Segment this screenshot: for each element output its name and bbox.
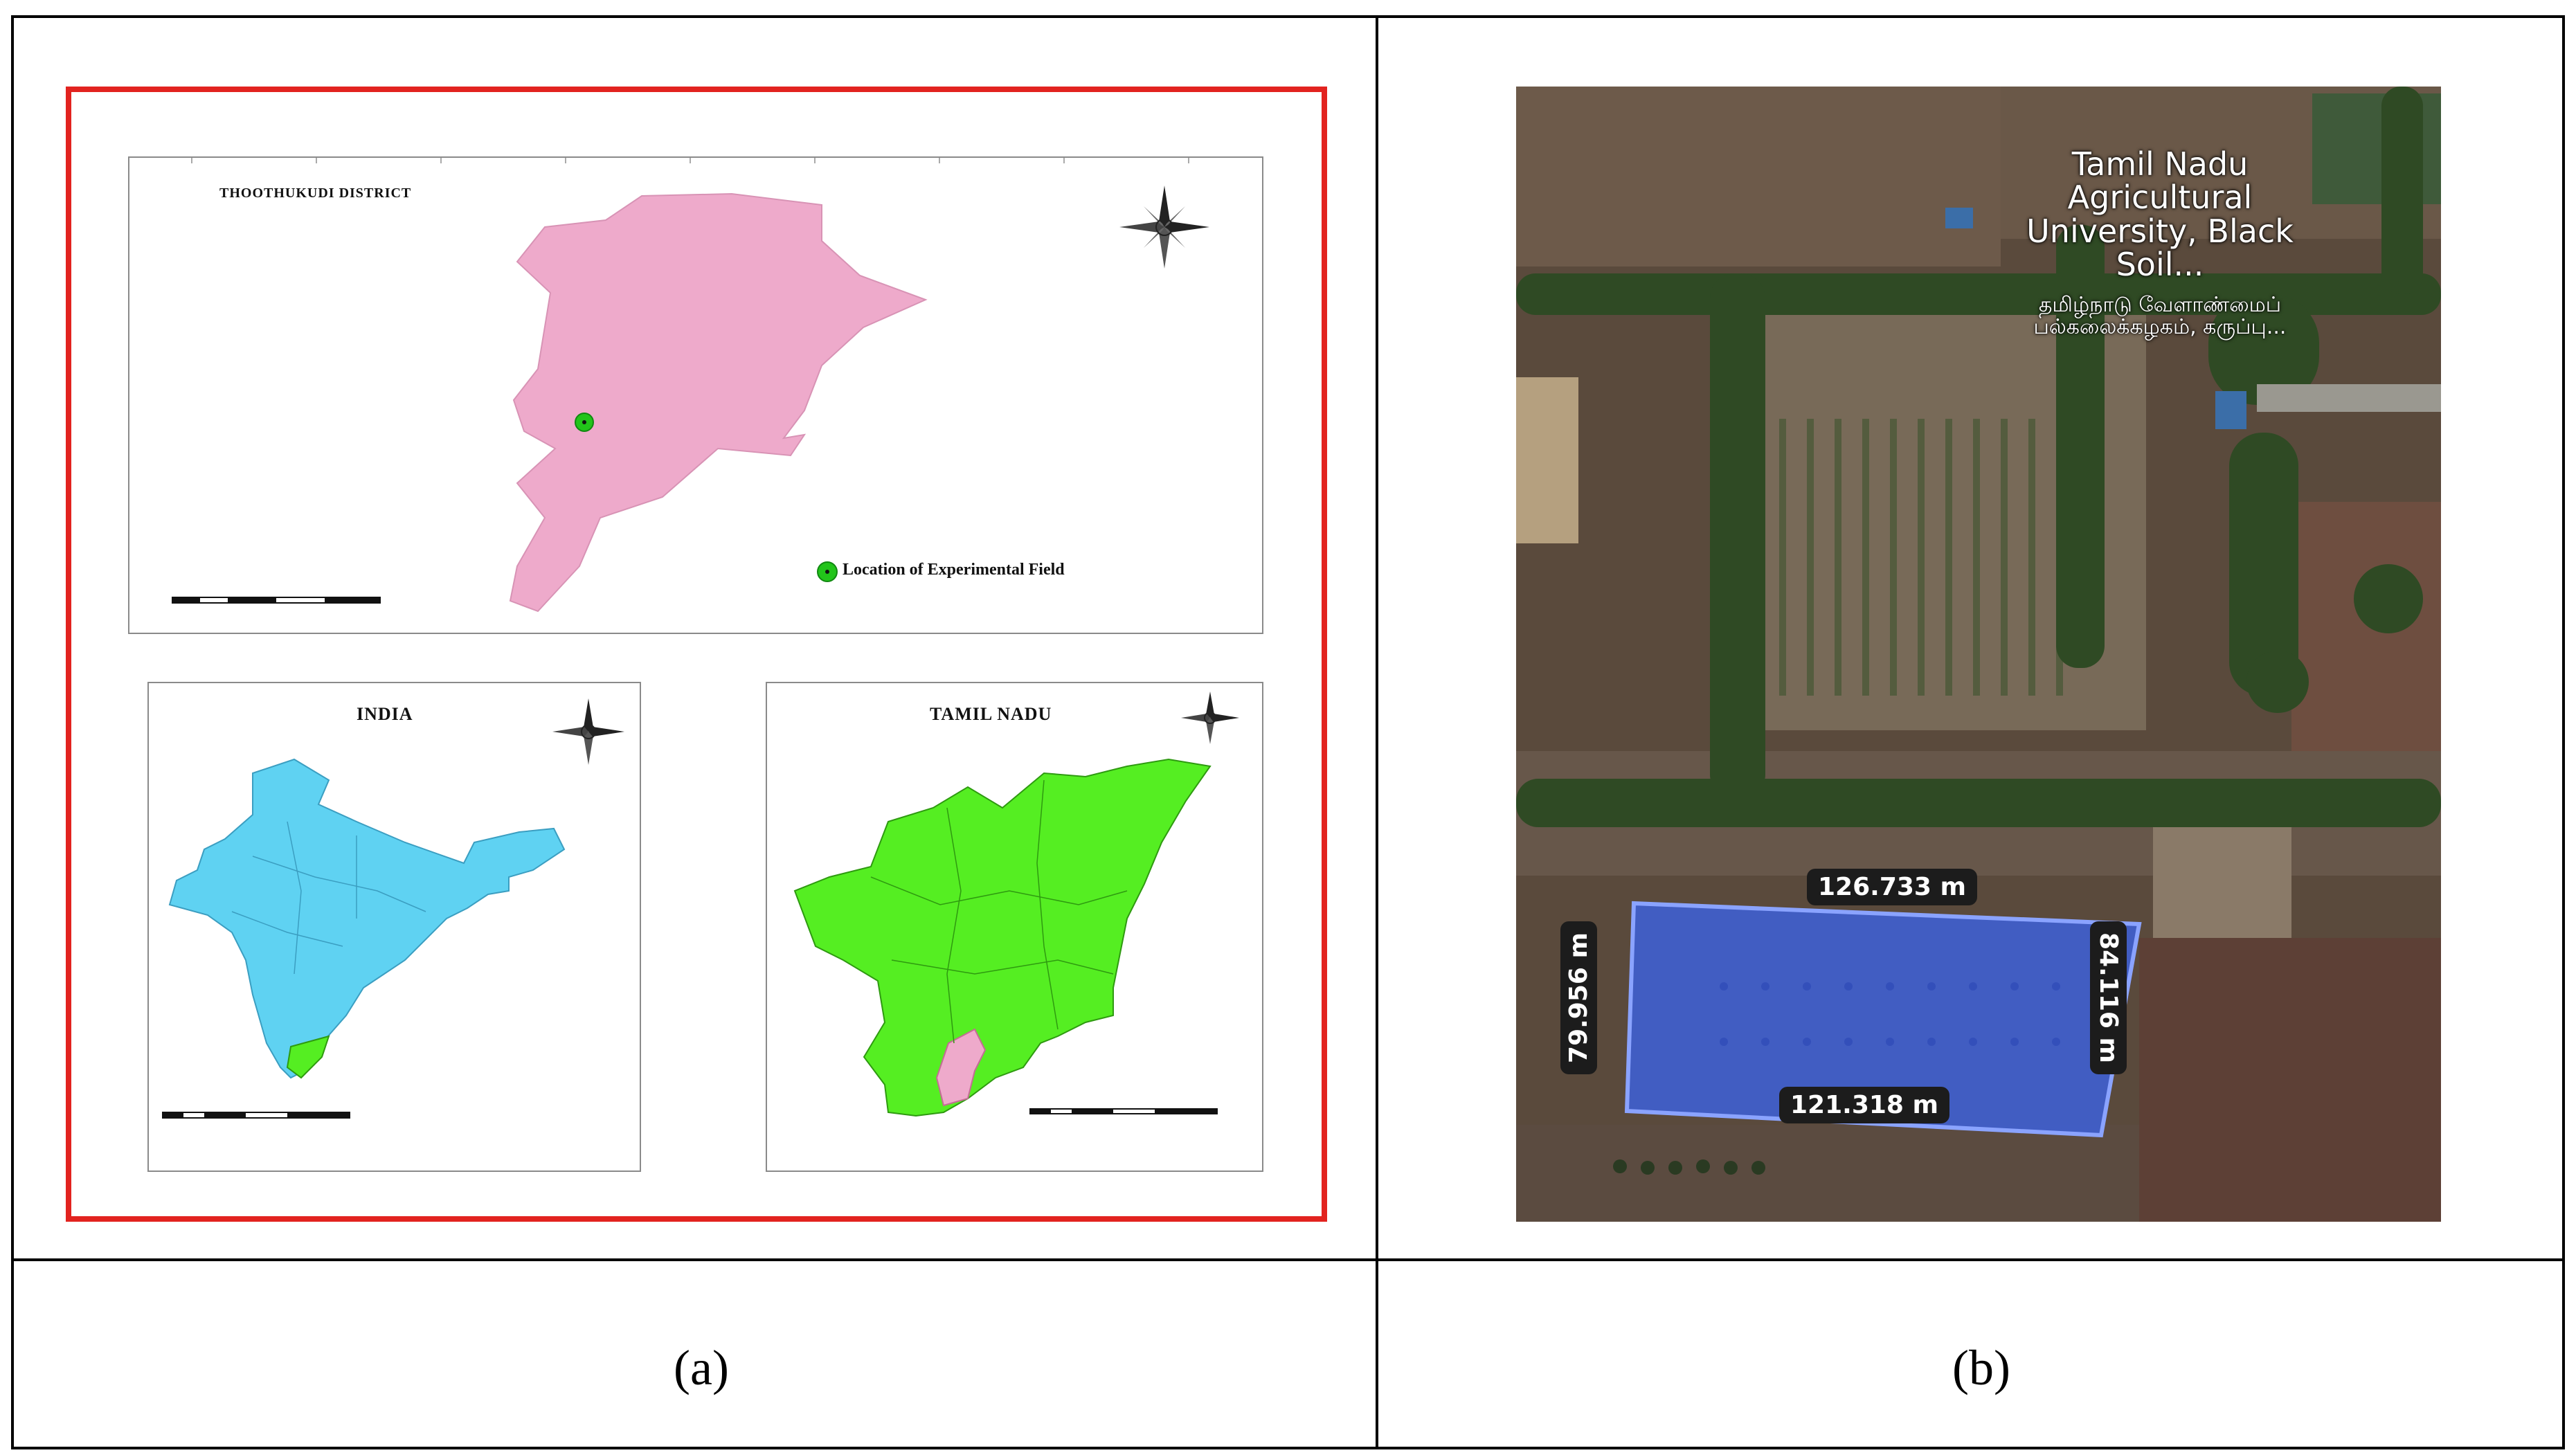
place-label-english: Tamil Nadu Agricultural University, Blac… [2026, 145, 2294, 283]
thoothukudi-in-tamil-nadu [935, 1028, 987, 1107]
measurement-left: 79.956 m [1560, 921, 1597, 1074]
india-shape [168, 758, 566, 1079]
district-map-graphic [172, 158, 1209, 613]
district-map-title: THOOTHUKUDI DISTRICT [219, 186, 412, 201]
place-label-tamil: தமிழ்நாடு வேளாண்மைப் பல்கலைக்கழகம், கருப… [2033, 293, 2287, 339]
district-map: THOOTHUKUDI DISTRICT [128, 156, 1263, 634]
thoothukudi-district-shape [509, 192, 928, 613]
measured-plot-polygon [1624, 901, 2142, 1138]
tamil-nadu-in-india [286, 1035, 330, 1079]
india-map-graphic [162, 698, 624, 1119]
north-arrow-icon [552, 698, 624, 765]
legend-label: Location of Experimental Field [843, 561, 1065, 579]
scale-bar [162, 1112, 350, 1119]
measurement-bottom: 121.318 m [1779, 1087, 1950, 1123]
table-row-divider [11, 1258, 2565, 1261]
caption-a: (a) [674, 1340, 729, 1395]
north-arrow-icon [1119, 186, 1209, 269]
measurement-right: 84.116 m [2089, 921, 2127, 1074]
north-arrow-icon [1181, 692, 1239, 744]
table-column-divider [1376, 15, 1378, 1449]
location-map-panel: THOOTHUKUDI DISTRICT [66, 87, 1327, 1222]
tamil-nadu-shape [793, 758, 1212, 1117]
india-map: INDIA [147, 682, 641, 1172]
scale-bar [172, 597, 381, 604]
tamil-nadu-map-graphic [793, 692, 1239, 1117]
india-map-title: INDIA [357, 704, 413, 724]
tamil-nadu-map: TAMIL NADU [766, 682, 1263, 1172]
satellite-image [1516, 87, 2441, 1222]
tamil-nadu-map-title: TAMIL NADU [930, 704, 1052, 724]
scale-bar [1029, 1108, 1218, 1114]
satellite-image-panel: Tamil Nadu Agricultural University, Blac… [1516, 87, 2441, 1222]
measurement-top: 126.733 m [1807, 869, 1978, 905]
figure-table [11, 15, 2565, 1449]
caption-b: (b) [1952, 1340, 2010, 1395]
